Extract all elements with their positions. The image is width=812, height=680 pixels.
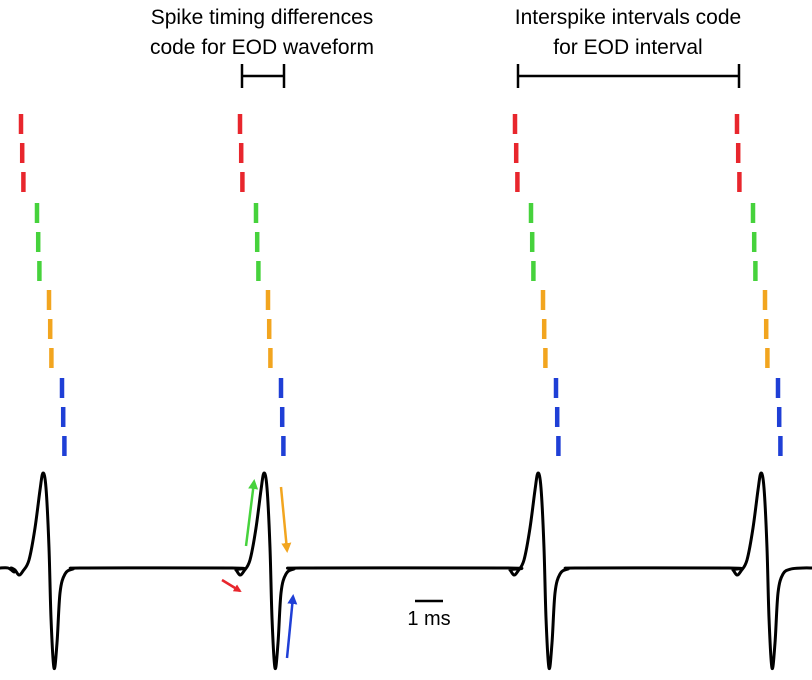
scale-bar-label: 1 ms xyxy=(407,608,450,630)
orange-arrow xyxy=(279,486,292,553)
right-annotation-line1: Interspike intervals code xyxy=(515,6,741,29)
right-bracket xyxy=(516,64,741,88)
spike-group-2 xyxy=(237,114,286,456)
left-bracket xyxy=(240,64,286,88)
eod-voltage-trace xyxy=(0,471,812,671)
blue-arrow xyxy=(285,594,298,659)
spike-group-4 xyxy=(734,114,783,456)
spike-group-3 xyxy=(512,114,561,456)
left-annotation-line2: code for EOD waveform xyxy=(150,36,374,59)
right-annotation-line2: for EOD interval xyxy=(553,36,702,59)
green-arrow xyxy=(244,479,259,547)
red-arrow xyxy=(221,578,242,593)
left-annotation-line1: Spike timing differences xyxy=(151,6,374,29)
spike-group-1 xyxy=(18,114,67,456)
spike-raster xyxy=(18,114,783,456)
